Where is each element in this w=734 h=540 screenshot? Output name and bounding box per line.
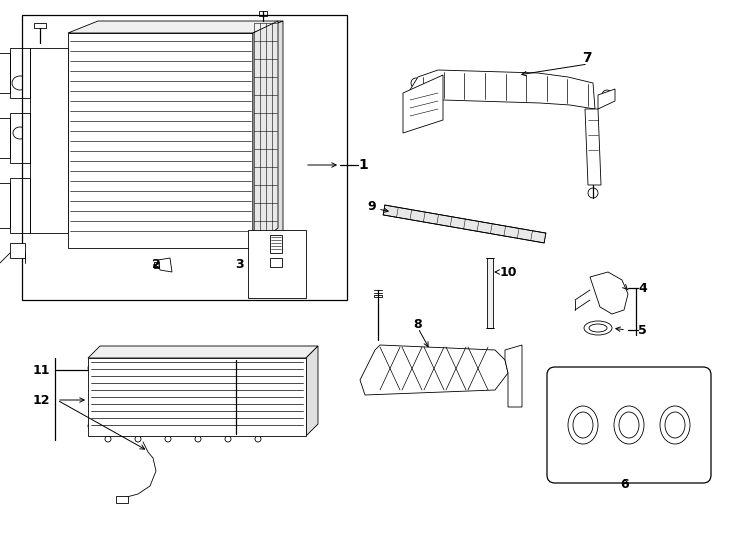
Bar (10, 113, 30, 163)
Polygon shape (306, 346, 318, 436)
Polygon shape (383, 205, 546, 243)
Ellipse shape (619, 412, 639, 438)
Text: 1: 1 (358, 158, 368, 172)
Polygon shape (253, 21, 283, 248)
Bar (248, 230, 306, 298)
Bar (22, 15, 347, 300)
Bar (270, 258, 282, 267)
Bar (154, 262, 159, 268)
Circle shape (273, 277, 279, 283)
Polygon shape (505, 345, 522, 407)
Text: 12: 12 (32, 394, 50, 407)
Circle shape (270, 274, 282, 286)
Polygon shape (253, 21, 278, 248)
Ellipse shape (614, 406, 644, 444)
Ellipse shape (573, 412, 593, 438)
Bar (0, 53, 10, 93)
Polygon shape (68, 33, 253, 248)
Circle shape (88, 422, 96, 430)
Text: 11: 11 (32, 363, 50, 376)
Circle shape (602, 90, 612, 100)
Ellipse shape (273, 183, 287, 193)
Polygon shape (158, 258, 172, 272)
Polygon shape (408, 70, 595, 120)
Circle shape (88, 364, 96, 372)
Polygon shape (360, 345, 508, 395)
Ellipse shape (584, 321, 612, 335)
Circle shape (165, 436, 171, 442)
Bar (116, 496, 128, 503)
Polygon shape (10, 243, 25, 258)
Circle shape (411, 78, 421, 88)
Bar (10, 48, 30, 98)
Bar (374, 295, 382, 297)
Ellipse shape (12, 76, 28, 90)
Polygon shape (598, 89, 615, 109)
Polygon shape (590, 272, 628, 314)
Circle shape (588, 188, 598, 198)
Polygon shape (88, 346, 318, 358)
Bar (0, 118, 10, 158)
Text: 7: 7 (582, 51, 592, 65)
Polygon shape (403, 75, 443, 133)
Circle shape (298, 422, 306, 430)
Bar (487, 258, 493, 328)
Polygon shape (585, 109, 601, 185)
Circle shape (603, 287, 617, 301)
Ellipse shape (660, 406, 690, 444)
Ellipse shape (568, 406, 598, 444)
Ellipse shape (276, 185, 284, 191)
Bar (88, 358, 306, 436)
Circle shape (598, 282, 622, 306)
Text: 4: 4 (638, 281, 647, 294)
Circle shape (298, 364, 306, 372)
Polygon shape (68, 21, 283, 33)
Circle shape (135, 436, 141, 442)
FancyBboxPatch shape (547, 367, 711, 483)
Circle shape (225, 436, 231, 442)
Text: 8: 8 (414, 319, 422, 332)
Polygon shape (30, 48, 68, 233)
Text: 9: 9 (368, 200, 376, 213)
Text: 3: 3 (236, 258, 244, 271)
Bar (270, 235, 282, 253)
Circle shape (105, 436, 111, 442)
Circle shape (195, 436, 201, 442)
Circle shape (255, 436, 261, 442)
Bar (0, 183, 10, 228)
Bar (34, 23, 46, 28)
Text: 5: 5 (638, 323, 647, 336)
Text: 2: 2 (152, 259, 161, 272)
Bar (10, 178, 30, 233)
Bar (259, 11, 267, 16)
Ellipse shape (589, 324, 607, 332)
Ellipse shape (665, 412, 685, 438)
Text: 10: 10 (500, 266, 517, 279)
Text: 6: 6 (621, 478, 629, 491)
Ellipse shape (13, 127, 27, 139)
